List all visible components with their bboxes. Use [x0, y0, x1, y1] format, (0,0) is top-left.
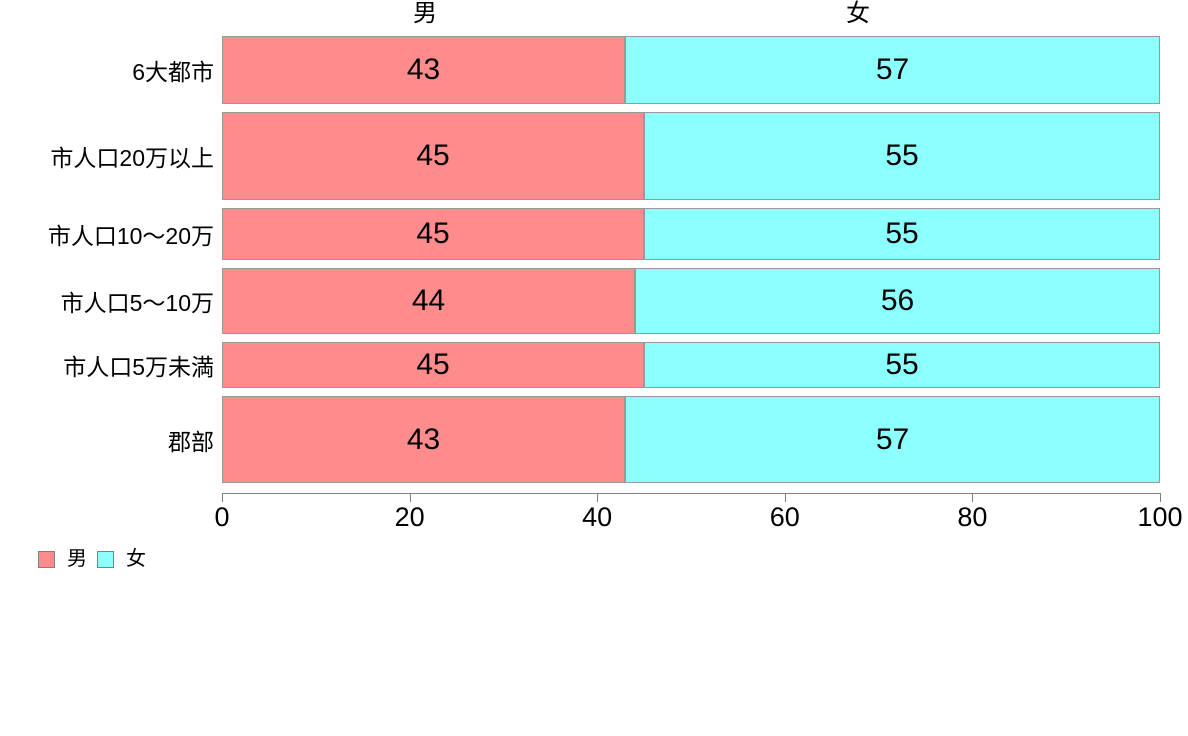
bar-segment-male: 43	[222, 36, 625, 104]
legend-swatch	[38, 550, 55, 568]
bar-segment-male: 45	[222, 208, 644, 260]
bar-value-label: 55	[885, 217, 919, 250]
row-label: 市人口20万以上	[50, 145, 214, 171]
legend-item: 女	[97, 549, 146, 569]
x-axis-tick	[784, 493, 786, 502]
row-label: 郡部	[168, 428, 214, 455]
x-axis-tick	[222, 493, 223, 502]
bar-value-label: 57	[875, 53, 910, 86]
x-axis-tick-label: 60	[769, 502, 800, 532]
legend-item: 男	[38, 549, 87, 569]
row-label: 市人口5〜10万	[60, 290, 214, 316]
column-header-female: 女	[846, 0, 870, 27]
row-label: 市人口5万未満	[63, 354, 214, 380]
bar-segment-female: 56	[635, 268, 1160, 334]
bar-value-label: 43	[406, 422, 441, 456]
x-axis-tick-label: 20	[394, 502, 425, 532]
x-axis-tick-label: 40	[582, 502, 613, 532]
legend: 男女	[38, 549, 156, 569]
row-label: 6大都市	[132, 59, 214, 85]
x-axis-tick	[597, 493, 599, 502]
x-axis-tick	[409, 493, 411, 502]
x-axis-tick-label: 80	[957, 502, 988, 532]
bar-value-label: 44	[411, 284, 446, 317]
row-label: 市人口10〜20万	[47, 223, 214, 249]
bar-value-label: 45	[416, 217, 450, 250]
bar-value-label: 55	[885, 348, 919, 381]
x-axis-tick	[1160, 493, 1161, 502]
bar-segment-male: 45	[222, 342, 644, 388]
x-axis-line	[222, 493, 1161, 494]
bar-segment-female: 57	[625, 36, 1160, 104]
legend-label: 女	[126, 548, 146, 570]
bar-segment-male: 43	[222, 396, 625, 483]
bar-value-label: 55	[885, 139, 919, 172]
bar-value-label: 45	[416, 348, 450, 381]
x-axis-tick-label: 100	[1137, 502, 1183, 532]
bar-segment-female: 55	[644, 342, 1160, 388]
bar-segment-female: 55	[644, 112, 1160, 200]
bar-segment-male: 44	[222, 268, 635, 334]
bar-value-label: 45	[416, 139, 450, 172]
x-axis-tick	[972, 493, 974, 502]
x-axis-tick-label: 0	[214, 502, 230, 532]
bar-segment-female: 55	[644, 208, 1160, 260]
legend-label: 男	[67, 548, 87, 570]
bar-value-label: 57	[875, 422, 910, 456]
bar-value-label: 56	[880, 284, 915, 317]
legend-swatch	[97, 550, 114, 568]
bar-segment-female: 57	[625, 396, 1160, 483]
bar-value-label: 43	[406, 53, 441, 86]
column-header-male: 男	[413, 0, 437, 27]
bar-segment-male: 45	[222, 112, 644, 200]
